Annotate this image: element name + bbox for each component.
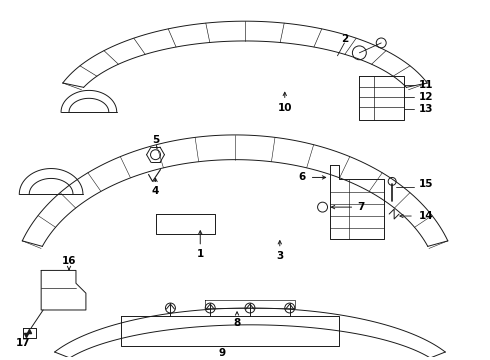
Text: 13: 13	[419, 104, 434, 114]
Text: 6: 6	[298, 172, 305, 183]
Text: 14: 14	[419, 211, 434, 221]
Text: 5: 5	[152, 135, 159, 145]
Text: 4: 4	[152, 186, 159, 196]
Text: 8: 8	[233, 318, 241, 328]
Text: 10: 10	[277, 103, 292, 113]
Text: 11: 11	[419, 81, 434, 90]
Text: 17: 17	[16, 338, 30, 348]
Text: 3: 3	[276, 251, 283, 261]
Text: 12: 12	[419, 92, 434, 102]
Text: 1: 1	[196, 249, 204, 258]
Text: 16: 16	[62, 256, 76, 266]
Text: 7: 7	[358, 202, 365, 212]
Text: 15: 15	[419, 179, 434, 189]
Text: 2: 2	[341, 34, 348, 44]
Text: 9: 9	[219, 347, 226, 357]
